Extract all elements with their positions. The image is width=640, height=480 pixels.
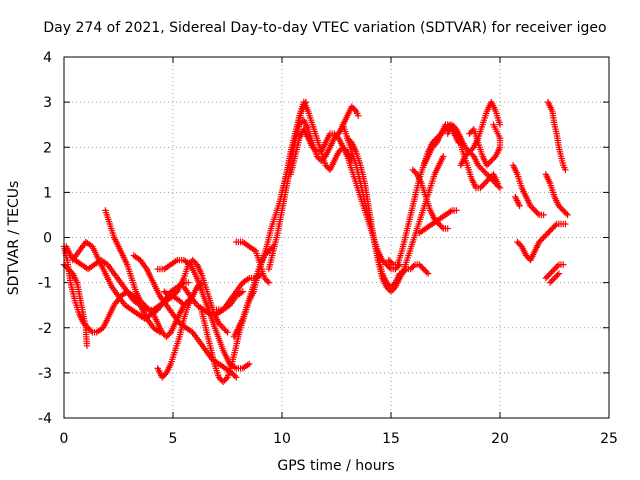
y-tick-label: -2 — [38, 321, 52, 337]
series-arc24 — [416, 207, 460, 237]
x-tick-label: 0 — [60, 431, 69, 447]
chart-title: Day 274 of 2021, Sidereal Day-to-day VTE… — [43, 20, 606, 36]
y-tick-label: -1 — [38, 276, 52, 292]
data-point-markers — [542, 261, 567, 282]
series-arc7 — [154, 279, 205, 381]
data-point-markers — [69, 238, 192, 322]
data-point-markers — [514, 220, 569, 264]
data-point-markers — [444, 98, 504, 155]
y-tick-label: 0 — [43, 231, 52, 247]
series-arc33 — [542, 261, 567, 282]
x-tick-label: 10 — [273, 431, 291, 447]
data-point-markers — [544, 98, 569, 173]
series-arc4 — [69, 238, 192, 322]
series-arc36 — [544, 98, 569, 173]
series-arc20 — [344, 135, 447, 295]
y-tick-label: 2 — [43, 140, 52, 156]
series-arc9 — [161, 256, 231, 336]
data-point-markers — [416, 207, 460, 237]
data-point-markers — [161, 256, 231, 336]
series-arc35 — [542, 171, 571, 219]
data-point-markers — [398, 261, 432, 277]
data-point-markers — [546, 270, 563, 286]
data-points — [60, 98, 571, 386]
series-arc29 — [490, 121, 504, 142]
series-arc28 — [466, 126, 504, 169]
data-point-markers — [466, 126, 504, 169]
y-tick-label: 4 — [43, 50, 52, 66]
series-arc26 — [444, 98, 504, 155]
data-point-markers — [509, 162, 547, 219]
grid — [64, 57, 609, 418]
data-point-markers — [542, 171, 571, 219]
data-point-markers — [344, 135, 447, 295]
y-axis-label: SDTVAR / TECUs — [6, 181, 22, 296]
x-tick-label: 5 — [169, 431, 178, 447]
data-point-markers — [130, 252, 240, 381]
data-point-markers — [512, 193, 523, 210]
data-point-markers — [457, 148, 504, 192]
series-arc22 — [398, 261, 432, 277]
series-arc32 — [514, 220, 569, 264]
x-tick-label: 15 — [382, 431, 400, 447]
plot-frame — [63, 56, 610, 419]
series-arc6 — [130, 252, 240, 381]
x-tick-label: 20 — [491, 431, 509, 447]
y-tick-label: 1 — [43, 185, 52, 201]
data-point-markers — [102, 207, 196, 340]
data-point-markers — [154, 279, 205, 381]
y-tick-label: -3 — [38, 366, 52, 382]
data-point-markers — [490, 121, 504, 142]
series-arc34 — [546, 270, 563, 286]
series-arc5 — [102, 207, 196, 340]
series-arc30 — [509, 162, 547, 219]
series-arc31 — [512, 193, 523, 210]
series-arc27 — [457, 148, 504, 192]
x-tick-label: 25 — [600, 431, 618, 447]
y-tick-labels: -4 -3 -2 -1 0 1 2 3 4 — [38, 50, 52, 427]
y-tick-label: -4 — [38, 411, 52, 427]
x-tick-labels: 0 5 10 15 20 25 — [60, 431, 618, 447]
x-axis-label: GPS time / hours — [277, 458, 394, 474]
y-tick-label: 3 — [43, 95, 52, 111]
